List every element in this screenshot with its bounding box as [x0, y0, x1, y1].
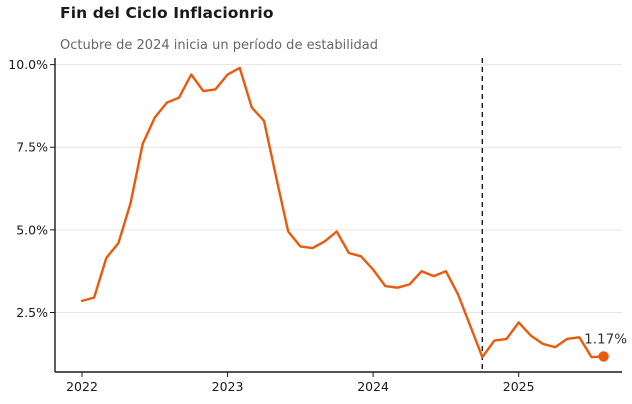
x-tick-label: 2023 — [212, 379, 244, 394]
x-tick-label: 2025 — [503, 379, 535, 394]
end-value-label: 1.17% — [584, 331, 627, 347]
series-line — [80, 66, 605, 359]
y-tick-label: 5.0% — [16, 222, 48, 237]
x-tick-label: 2022 — [66, 379, 98, 394]
y-tick-label: 10.0% — [8, 57, 48, 72]
x-tick-label: 2024 — [357, 379, 389, 394]
end-point-marker — [598, 351, 609, 362]
y-tick-label: 2.5% — [16, 305, 48, 320]
chart-subtitle: Octubre de 2024 inicia un período de est… — [60, 38, 378, 53]
y-tick-label: 7.5% — [16, 140, 48, 155]
chart-title: Fin del Ciclo Inflacionrio — [60, 4, 274, 22]
